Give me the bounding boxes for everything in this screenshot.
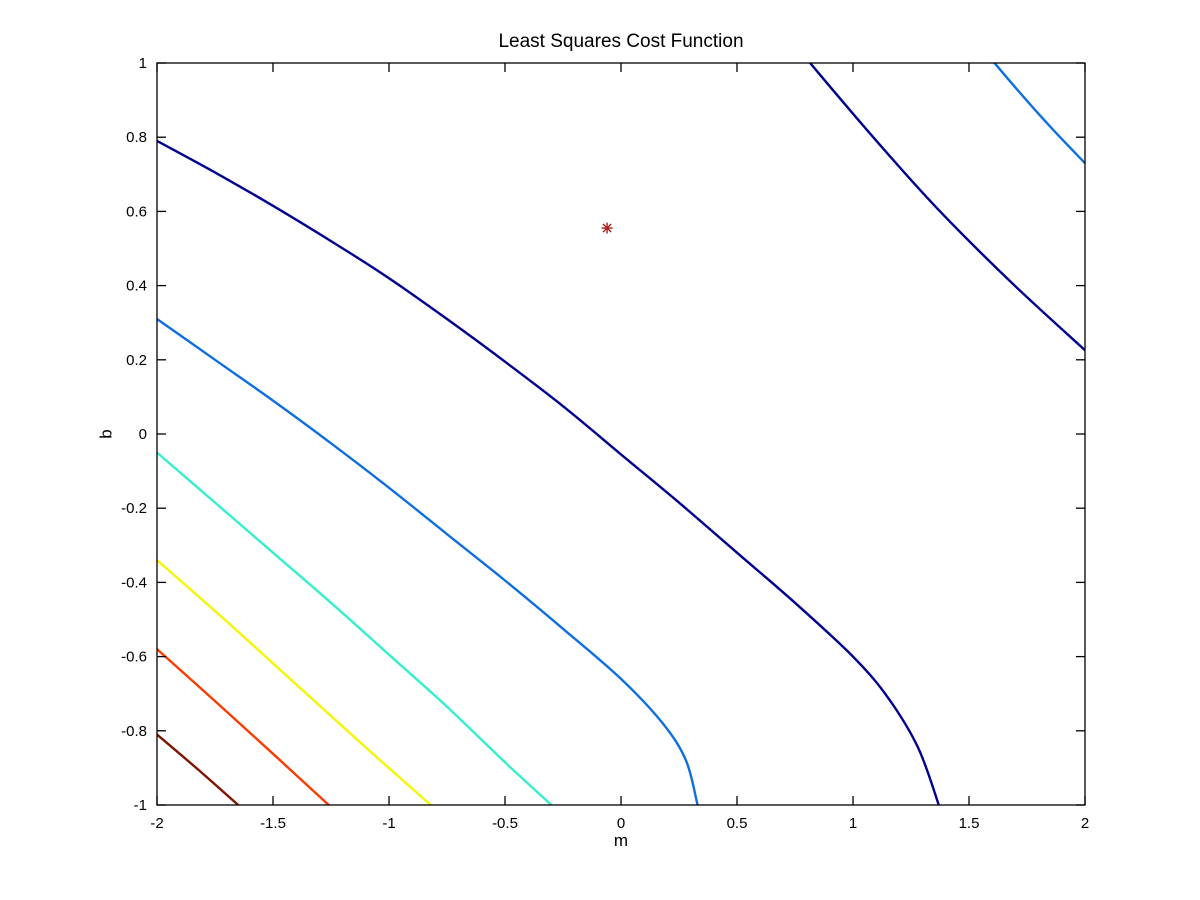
chart-title: Least Squares Cost Function (498, 31, 744, 52)
y-tick-label: 0.6 (126, 203, 147, 220)
axis-ticks (156, 62, 1086, 806)
contour-line-blue-upper (993, 63, 1085, 165)
plot-box (156, 62, 1086, 806)
contour-lines (157, 63, 1085, 805)
contour-line-navy-upper (808, 63, 1085, 352)
x-axis-label: m (613, 831, 629, 850)
contour-line-cyan (157, 451, 553, 805)
x-tick-label: 1 (849, 815, 857, 832)
x-tick-label: 0.5 (727, 815, 748, 832)
y-tick-label: -1 (134, 797, 147, 814)
y-tick-label: 0.4 (126, 278, 147, 295)
x-tick-label: 0 (617, 815, 625, 832)
y-tick-label: 0 (139, 426, 147, 443)
x-tick-label: 1.5 (959, 815, 980, 832)
contour-line-yellow (157, 558, 432, 805)
x-tick-label: -0.5 (492, 815, 518, 832)
x-tick-label: 2 (1081, 815, 1089, 832)
y-tick-label: -0.4 (121, 574, 147, 591)
y-tick-label: 1 (139, 55, 147, 72)
contour-line-darkred (157, 733, 240, 805)
x-tick-label: -1.5 (260, 815, 286, 832)
contour-line-blue-lower (157, 317, 699, 805)
y-tick-label: -0.6 (121, 649, 147, 666)
contour-line-navy-lower (157, 139, 940, 805)
y-tick-label: -0.8 (121, 723, 147, 740)
x-tick-label: -2 (150, 815, 163, 832)
contour-line-orange (157, 648, 330, 805)
x-tick-label: -1 (382, 815, 395, 832)
minimum-marker (601, 222, 613, 234)
y-tick-label: 0.2 (126, 352, 147, 369)
y-tick-label: -0.2 (121, 500, 147, 517)
y-tick-label: 0.8 (126, 129, 147, 146)
